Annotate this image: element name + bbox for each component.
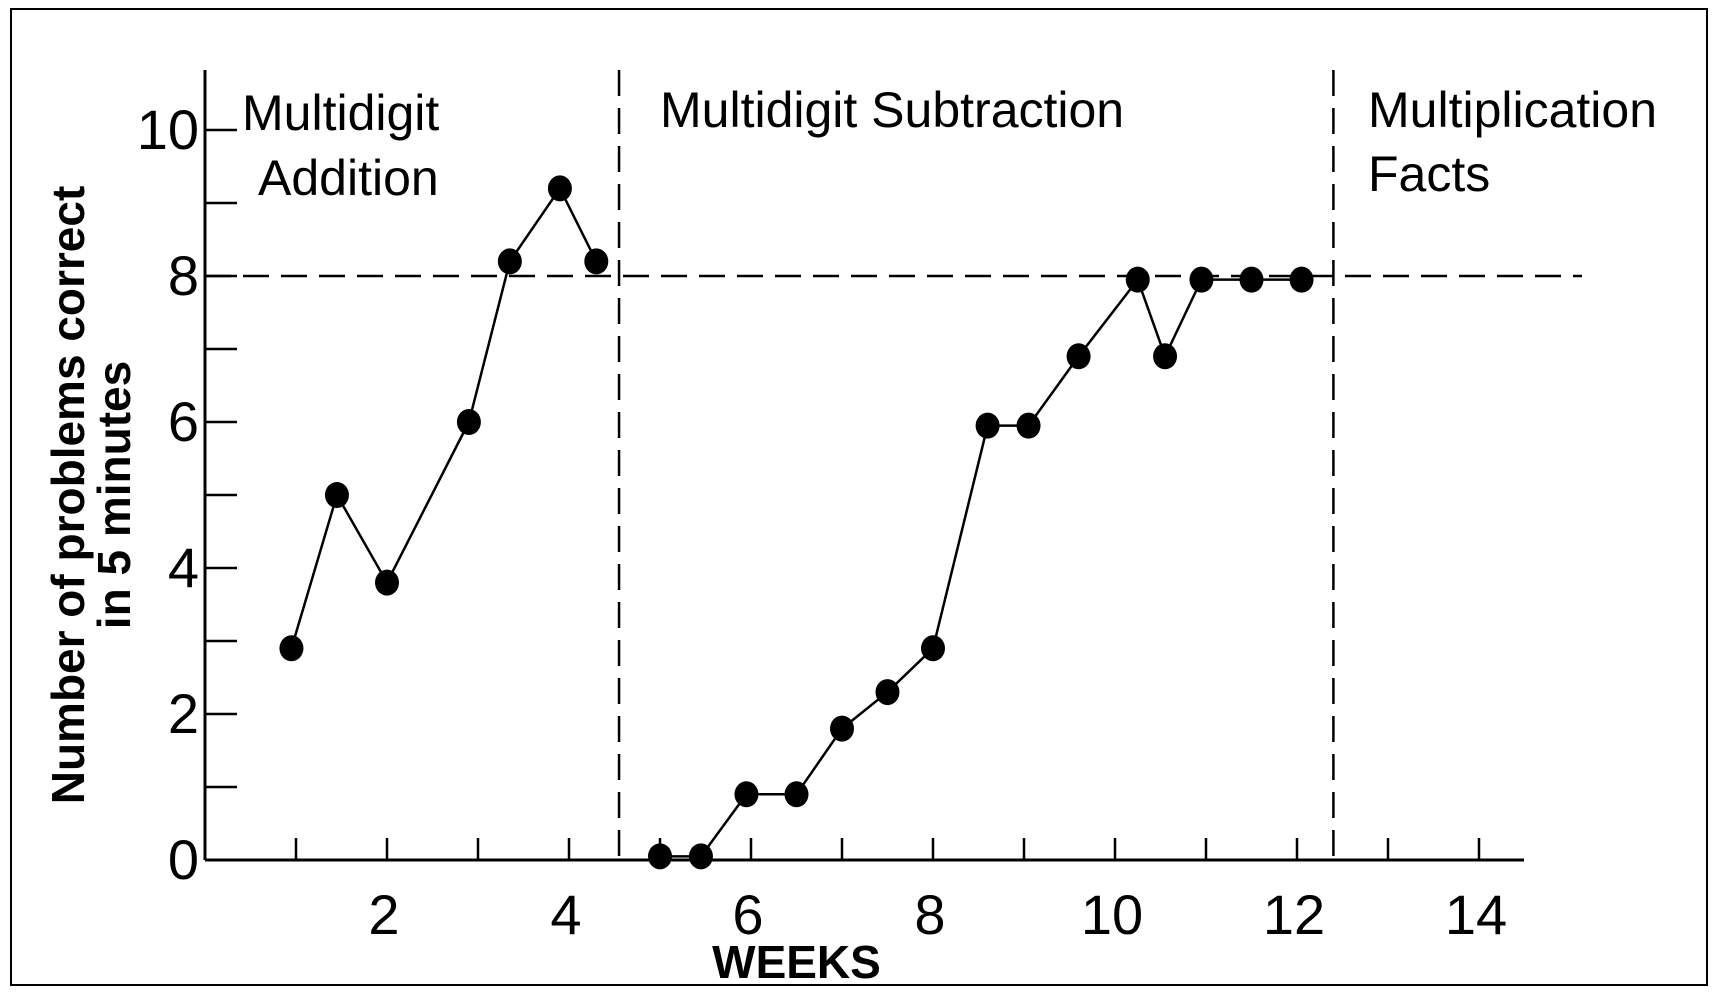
x-tick-label-8: 8 — [914, 883, 945, 946]
y-axis-title-line-1: Number of problems correct — [42, 186, 94, 805]
phase-label-2-line-1: Multidigit Subtraction — [660, 82, 1124, 138]
y-tick-label-8: 8 — [168, 244, 199, 307]
x-tick-label-14: 14 — [1445, 883, 1507, 946]
y-tick-label-4: 4 — [168, 536, 199, 599]
series-2-point-9 — [1016, 412, 1041, 439]
x-tick-label-10: 10 — [1081, 883, 1143, 946]
series-2-point-8 — [975, 412, 1000, 439]
series-2-point-11 — [1125, 266, 1150, 293]
x-tick-label-12: 12 — [1263, 883, 1325, 946]
phase-label-1-line-1: Multidigit — [242, 85, 439, 141]
y-tick-label-6: 6 — [168, 390, 199, 453]
series-2-point-14 — [1239, 266, 1264, 293]
x-tick-label-4: 4 — [550, 883, 581, 946]
x-axis-title: WEEKS — [712, 936, 881, 988]
x-tick-label-6: 6 — [732, 883, 763, 946]
series-1-point-6 — [547, 175, 572, 202]
y-tick-label-0: 0 — [168, 828, 199, 891]
series-1-point-7 — [584, 248, 609, 275]
series-2-point-7 — [921, 635, 945, 662]
series-1-line — [290, 185, 598, 649]
phase-label-1-line-2: Addition — [258, 150, 439, 206]
y-tick-label-10: 10 — [137, 98, 199, 161]
series-2-line — [660, 277, 1302, 858]
series-2-point-15 — [1289, 266, 1314, 293]
line-chart: 0 2 4 6 8 10 2 4 6 8 10 12 14 Multidigit Addition Multi… — [42, 70, 1657, 988]
series-2-point-1 — [648, 843, 672, 870]
y-tick-label-2: 2 — [168, 682, 199, 745]
series-2-point-4 — [784, 781, 809, 808]
series-2-point-2 — [688, 843, 713, 870]
series-1-point-1 — [279, 635, 304, 662]
phase-label-3-line-1: Multiplication — [1368, 82, 1657, 138]
series-1-point-4 — [456, 409, 481, 435]
series-1-point-3 — [375, 569, 399, 596]
series-2-point-3 — [734, 781, 759, 808]
series-2-point-6 — [875, 679, 900, 706]
y-axis-title-line-2: in 5 minutes — [88, 361, 140, 629]
series-1-point-2 — [324, 482, 349, 508]
phase-label-3-line-2: Facts — [1368, 146, 1490, 202]
series-1-point-5 — [497, 248, 522, 275]
series-2-point-5 — [830, 715, 854, 742]
series-2-point-12 — [1153, 343, 1178, 370]
chart-frame: 0 2 4 6 8 10 2 4 6 8 10 12 14 Multidigit Addition Multi… — [10, 8, 1708, 988]
series-2-point-13 — [1189, 266, 1214, 293]
x-tick-label-2: 2 — [368, 883, 399, 946]
series-2-point-10 — [1066, 343, 1091, 370]
